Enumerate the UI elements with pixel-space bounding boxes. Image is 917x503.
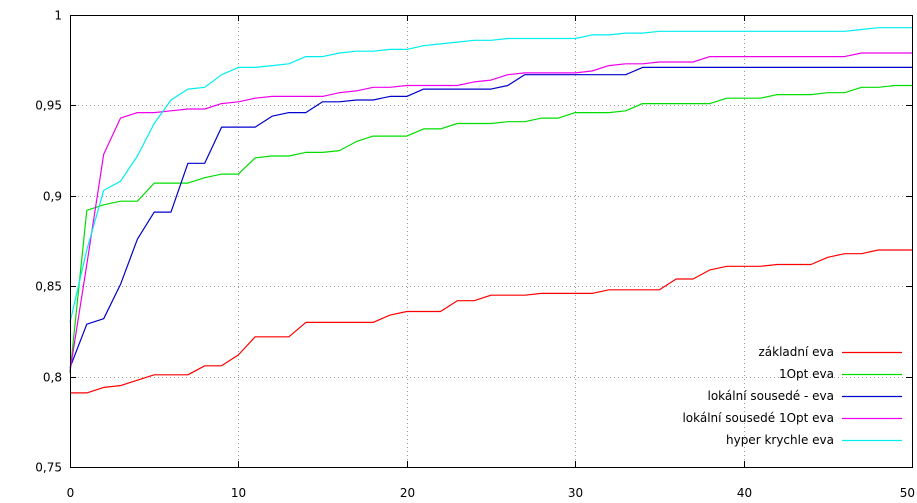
plot-frame	[70, 15, 913, 468]
x-tick-label: 0	[67, 486, 75, 500]
series-line-2	[69, 84, 912, 374]
legend-label-1: základní eva	[759, 345, 835, 359]
series-line-1	[70, 249, 912, 394]
x-tick-label: 10	[231, 486, 246, 500]
grid-lines	[70, 15, 912, 467]
legend-label-4: lokální sousedé 1Opt eva	[682, 411, 834, 425]
series-line-5	[69, 27, 912, 323]
y-tick-label: 0,8	[43, 371, 62, 385]
legend-label-2: 1Opt eva	[779, 367, 834, 381]
y-tick-label: 1	[54, 9, 62, 23]
x-tick-label: 50	[900, 486, 915, 500]
x-tick-label: 20	[400, 486, 415, 500]
legend-label-5: hyper krychle eva	[726, 433, 834, 447]
series-line-4	[69, 52, 912, 372]
legend-label-3: lokální sousedé - eva	[708, 389, 835, 403]
y-tick-label: 0,85	[35, 280, 62, 294]
x-tick-label: 40	[737, 486, 752, 500]
series-lines	[69, 27, 912, 394]
series-line-3	[69, 66, 912, 368]
y-tick-label: 0,75	[35, 461, 62, 475]
x-tick-label: 30	[568, 486, 583, 500]
legend: základní eva 1Opt eva lokální sousedé - ev…	[682, 345, 902, 447]
y-tick-label: 0,95	[35, 99, 62, 113]
y-tick-label: 0,9	[43, 190, 62, 204]
